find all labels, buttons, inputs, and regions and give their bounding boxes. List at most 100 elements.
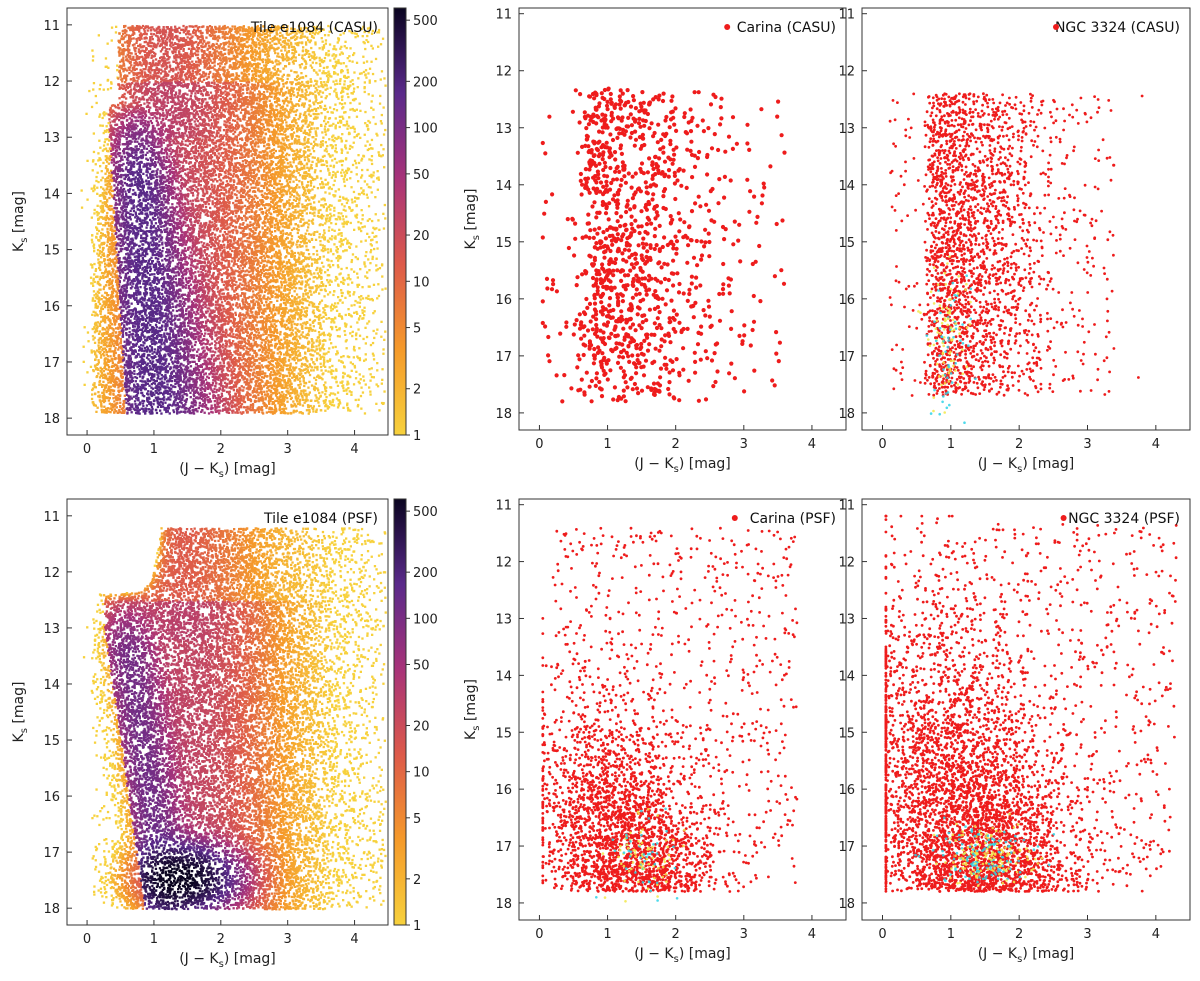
density-cell: [150, 347, 154, 350]
density-cell: [107, 344, 110, 347]
density-cell: [295, 309, 298, 312]
density-cell: [201, 124, 204, 127]
density-cell: [251, 49, 254, 52]
density-cell: [143, 102, 146, 105]
density-cell: [146, 272, 149, 275]
density-cell: [271, 291, 274, 294]
density-cell: [217, 316, 220, 319]
density-cell: [138, 38, 141, 41]
density-cell: [182, 118, 185, 122]
density-cell: [122, 162, 125, 166]
density-cell: [246, 370, 249, 373]
density-cell: [287, 354, 290, 357]
density-cell: [210, 357, 213, 361]
density-cell: [130, 302, 133, 305]
density-cell: [211, 238, 215, 242]
density-cell: [243, 147, 246, 150]
density-cell: [357, 380, 360, 383]
density-cell: [320, 261, 324, 264]
density-cell: [343, 184, 347, 188]
density-cell: [100, 339, 103, 343]
density-cell: [326, 274, 329, 277]
density-cell: [223, 120, 226, 123]
density-cell: [307, 296, 310, 299]
density-cell: [302, 298, 305, 302]
density-cell: [271, 364, 274, 367]
density-cell: [246, 57, 249, 60]
density-cell: [96, 228, 99, 231]
density-cell: [228, 274, 231, 277]
density-cell: [137, 289, 140, 292]
density-cell: [260, 133, 264, 136]
density-cell: [260, 193, 263, 196]
density-cell: [196, 56, 199, 60]
density-cell: [255, 253, 258, 256]
density-cell: [168, 130, 171, 134]
density-cell: [332, 194, 335, 197]
density-cell: [221, 255, 224, 258]
density-cell: [142, 85, 145, 88]
density-cell: [248, 112, 251, 115]
density-cell: [282, 165, 285, 168]
density-cell: [319, 183, 322, 186]
density-cell: [236, 196, 239, 199]
density-cell: [268, 41, 272, 44]
density-cell: [203, 111, 206, 114]
density-cell: [321, 244, 324, 247]
density-cell: [321, 46, 324, 49]
density-cell: [193, 170, 197, 173]
density-cell: [280, 56, 283, 59]
density-cell: [183, 353, 186, 356]
density-cell: [228, 366, 231, 369]
density-cell: [274, 114, 277, 117]
density-cell: [298, 256, 301, 259]
density-cell: [292, 131, 296, 134]
density-cell: [190, 412, 193, 415]
density-cell: [125, 225, 128, 228]
density-cell: [236, 337, 239, 340]
density-cell: [291, 329, 294, 332]
density-cell: [284, 118, 287, 121]
density-cell: [322, 399, 325, 403]
density-cell: [326, 110, 329, 114]
density-cell: [239, 57, 243, 61]
density-cell: [152, 236, 155, 239]
density-cell: [220, 252, 223, 255]
density-cell: [224, 158, 227, 161]
density-cell: [240, 98, 243, 101]
density-cell: [342, 222, 345, 225]
density-cell: [297, 135, 301, 138]
density-cell: [238, 273, 241, 276]
density-cell: [135, 332, 138, 335]
density-cell: [236, 141, 240, 144]
density-cell: [200, 231, 204, 234]
density-cell: [244, 198, 248, 201]
density-cell: [340, 203, 344, 206]
density-cell: [369, 393, 372, 396]
density-cell: [315, 359, 318, 362]
density-cell: [238, 367, 241, 371]
density-cell: [224, 90, 227, 93]
density-cell: [140, 98, 143, 101]
density-cell: [139, 86, 142, 90]
density-cell: [146, 101, 149, 104]
density-cell: [305, 312, 308, 315]
density-cell: [205, 322, 208, 325]
density-cell: [175, 289, 179, 292]
density-cell: [202, 257, 205, 260]
density-cell: [283, 337, 286, 340]
density-cell: [229, 395, 232, 398]
density-cell: [182, 134, 185, 138]
density-cell: [297, 384, 300, 387]
density-cell: [255, 87, 258, 90]
density-cell: [247, 116, 251, 119]
density-cell: [162, 266, 166, 269]
density-cell: [316, 230, 319, 233]
density-cell: [122, 187, 126, 191]
density-cell: [303, 139, 306, 142]
density-cell: [208, 285, 211, 288]
density-cell: [102, 88, 105, 91]
density-cell: [319, 356, 323, 359]
density-cell: [187, 136, 190, 139]
density-cell: [254, 384, 257, 387]
